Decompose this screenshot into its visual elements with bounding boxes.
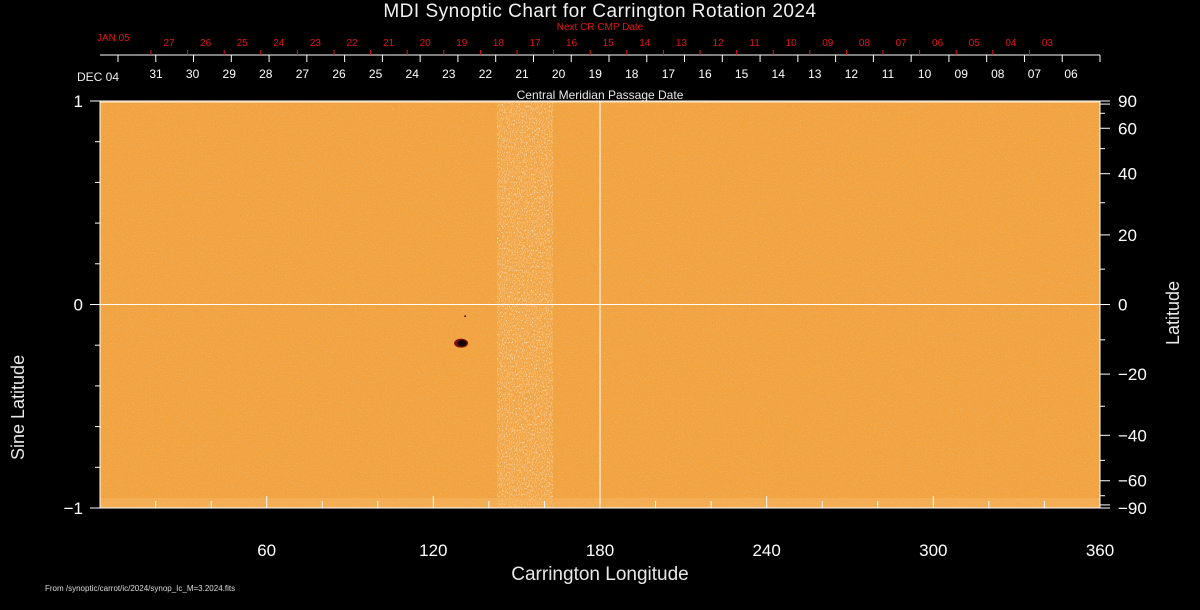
- next-cr-date-label: 24: [273, 38, 285, 49]
- cmp-date-label: 18: [625, 67, 639, 81]
- cmp-date-label: 14: [772, 67, 786, 81]
- cmp-date-label: 13: [808, 67, 822, 81]
- cmp-date-label: 24: [406, 67, 420, 81]
- x-tick-label: 60: [257, 541, 276, 560]
- cmp-date-label: 10: [918, 67, 932, 81]
- plot-area: [100, 101, 1100, 508]
- cmp-start-label: DEC 04: [77, 70, 120, 84]
- cmp-date-label: 07: [1028, 67, 1042, 81]
- next-cr-axis-label: Next CR CMP Date: [556, 22, 644, 33]
- cmp-date-label: 15: [735, 67, 749, 81]
- next-cr-date-label: 15: [603, 38, 615, 49]
- y-right-tick-label: 20: [1118, 226, 1137, 245]
- cmp-date-label: 22: [479, 67, 493, 81]
- y-left-tick-label: 0: [74, 296, 83, 315]
- next-cr-date-label: 19: [456, 38, 468, 49]
- cmp-date-label: 17: [662, 67, 676, 81]
- cmp-date-label: 28: [259, 67, 273, 81]
- cmp-date-label: 21: [515, 67, 529, 81]
- chart-title: MDI Synoptic Chart for Carrington Rotati…: [383, 1, 817, 22]
- y-left-tick-label: −1: [64, 499, 83, 518]
- next-cr-date-label: 21: [383, 38, 395, 49]
- next-cr-date-label: 10: [786, 38, 798, 49]
- x-tick-label: 300: [919, 541, 947, 560]
- axes: 60 120 180 240 300 36010−1906040200−20−40−60−…: [64, 38, 1147, 560]
- cmp-date-label: 25: [369, 67, 383, 81]
- x-tick-label: 180: [586, 541, 614, 560]
- cmp-date-label: 31: [149, 67, 163, 81]
- next-cr-date-label: 13: [676, 38, 688, 49]
- cmp-date-label: 11: [882, 67, 895, 81]
- y-right-tick-label: 90: [1118, 92, 1137, 111]
- y-right-tick-label: −40: [1118, 426, 1147, 445]
- next-cr-date-label: 05: [969, 38, 981, 49]
- y-right-tick-label: −20: [1118, 365, 1147, 384]
- cmp-date-label: 20: [552, 67, 566, 81]
- next-cr-date-label: 22: [346, 38, 358, 49]
- y-right-tick-label: 0: [1118, 296, 1127, 315]
- next-cr-date-label: 14: [639, 38, 651, 49]
- cmp-date-label: 06: [1064, 67, 1078, 81]
- cmp-date-label: 30: [186, 67, 200, 81]
- sunspot-pore: [464, 315, 467, 318]
- next-cr-date-label: 03: [1042, 38, 1054, 49]
- cmp-axis-label: Central Meridian Passage Date: [516, 88, 684, 102]
- cmp-date-label: 12: [845, 67, 859, 81]
- next-cr-date-label: 11: [749, 38, 760, 49]
- x-axis-label: Carrington Longitude: [511, 564, 689, 585]
- y-right-tick-label: 60: [1118, 119, 1137, 138]
- next-cr-date-label: 12: [712, 38, 724, 49]
- next-cr-date-label: 07: [895, 38, 907, 49]
- next-cr-date-label: 18: [493, 38, 505, 49]
- sunspot-umbra: [457, 339, 467, 347]
- y-left-tick-label: 1: [74, 92, 83, 111]
- source-file-note: From /synoptic/carrot/ic/2024/synop_Ic_M…: [45, 584, 236, 593]
- next-cr-date-label: 16: [566, 38, 578, 49]
- next-cr-date-label: 26: [200, 38, 212, 49]
- cmp-date-label: 29: [223, 67, 237, 81]
- next-cr-date-label: 06: [932, 38, 944, 49]
- cmp-date-label: 27: [296, 67, 310, 81]
- next-cr-date-label: 09: [822, 38, 834, 49]
- y-right-tick-label: −60: [1118, 472, 1147, 491]
- cmp-date-label: 19: [589, 67, 603, 81]
- cmp-date-label: 26: [332, 67, 346, 81]
- next-cr-start-label: JAN 05: [97, 33, 130, 44]
- cmp-date-label: 08: [991, 67, 1005, 81]
- next-cr-date-label: 23: [310, 38, 322, 49]
- y-right-tick-label: 40: [1118, 165, 1137, 184]
- next-cr-date-label: 08: [859, 38, 871, 49]
- next-cr-date-label: 04: [1005, 38, 1017, 49]
- cmp-date-label: 09: [955, 67, 969, 81]
- next-cr-date-label: 25: [237, 38, 249, 49]
- cmp-date-label: 16: [698, 67, 712, 81]
- cmp-date-label: 23: [442, 67, 456, 81]
- y-right-tick-label: −90: [1118, 499, 1147, 518]
- x-tick-label: 120: [419, 541, 447, 560]
- x-tick-label: 240: [752, 541, 780, 560]
- x-tick-label: 360: [1086, 541, 1114, 560]
- next-cr-date-label: 17: [529, 38, 541, 49]
- next-cr-date-label: 20: [420, 38, 432, 49]
- next-cr-date-label: 27: [163, 38, 175, 49]
